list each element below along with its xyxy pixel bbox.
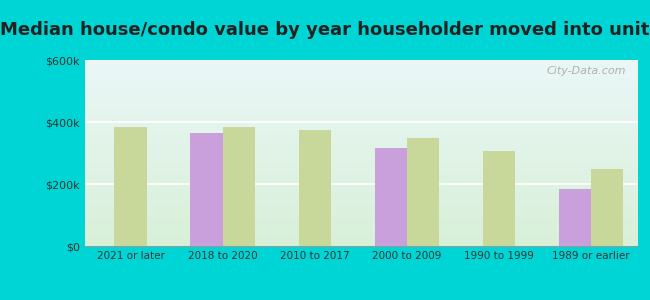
Text: City-Data.com: City-Data.com xyxy=(547,66,626,76)
Text: Median house/condo value by year householder moved into unit: Median house/condo value by year househo… xyxy=(0,21,650,39)
Bar xyxy=(222,127,255,246)
Bar xyxy=(114,127,147,246)
Bar xyxy=(591,169,623,246)
Bar xyxy=(483,152,515,246)
Bar xyxy=(407,137,439,246)
Bar xyxy=(190,133,222,246)
Bar xyxy=(559,189,591,246)
Bar xyxy=(374,148,407,246)
Bar xyxy=(298,130,331,246)
